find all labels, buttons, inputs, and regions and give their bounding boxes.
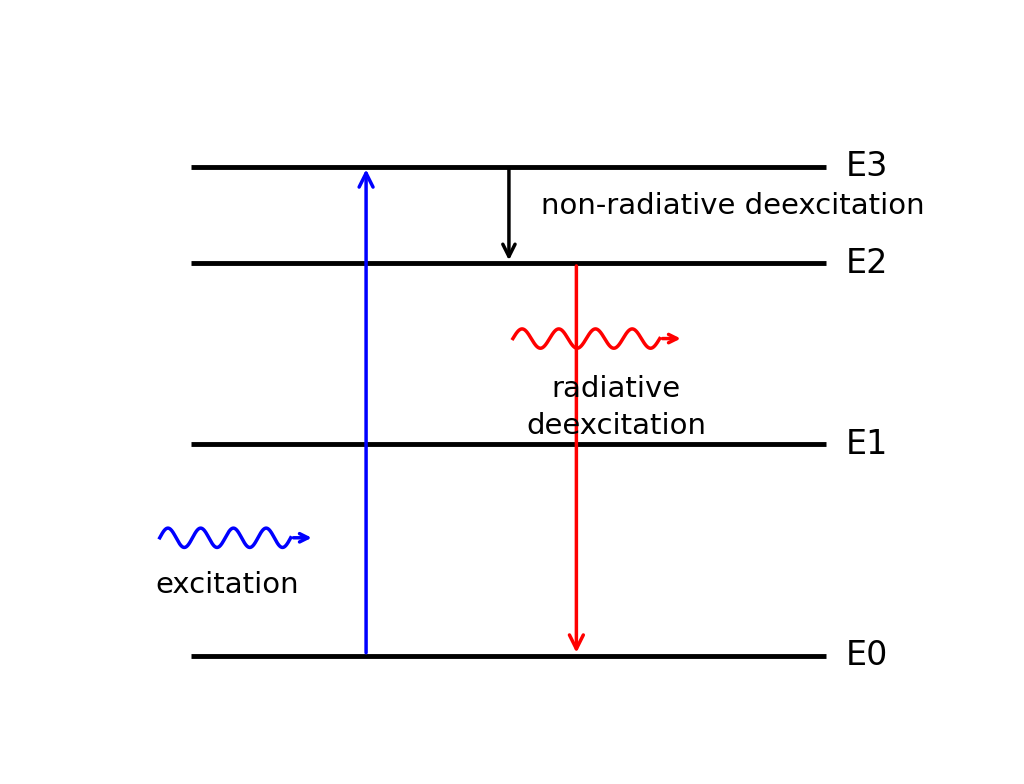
Text: E2: E2: [846, 247, 889, 280]
Text: E3: E3: [846, 150, 889, 183]
Text: radiative
deexcitation: radiative deexcitation: [526, 375, 707, 440]
Text: E0: E0: [846, 639, 889, 672]
Text: non-radiative deexcitation: non-radiative deexcitation: [541, 192, 925, 220]
Text: excitation: excitation: [156, 571, 299, 599]
Text: E1: E1: [846, 428, 889, 461]
